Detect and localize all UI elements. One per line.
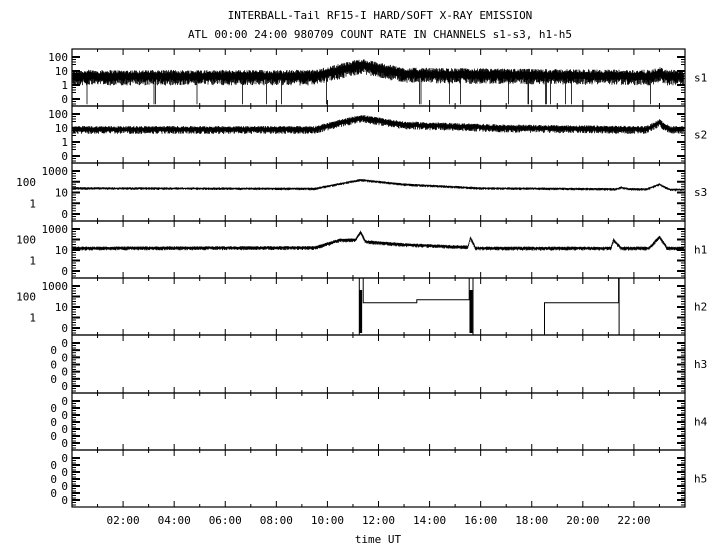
panel-frame-h4 bbox=[71, 392, 686, 451]
y-tick-label: 100 bbox=[16, 291, 36, 304]
y-tick-label: 100 bbox=[48, 51, 68, 64]
y-tick-label: 0 bbox=[61, 409, 68, 422]
y-tick-label: 0 bbox=[50, 359, 57, 372]
channel-label-s3: s3 bbox=[694, 186, 707, 199]
channel-label-h5: h5 bbox=[694, 473, 707, 486]
x-tick-label: 02:00 bbox=[107, 514, 140, 527]
y-tick-label: 1000 bbox=[42, 165, 69, 178]
y-tick-label: 0 bbox=[61, 93, 68, 106]
y-tick-label: 0 bbox=[61, 150, 68, 163]
y-tick-label: 0 bbox=[61, 337, 68, 350]
channel-label-s1: s1 bbox=[694, 72, 707, 85]
panel-frame-h3 bbox=[71, 334, 686, 394]
series-trace-h2 bbox=[72, 277, 685, 336]
panel-frame-s2 bbox=[71, 105, 686, 164]
y-tick-label: 100 bbox=[16, 234, 36, 247]
y-tick-label: 0 bbox=[61, 395, 68, 408]
chart-subtitle: ATL 00:00 24:00 980709 COUNT RATE IN CHA… bbox=[188, 28, 572, 41]
y-tick-label: 10 bbox=[55, 122, 68, 135]
y-tick-label: 1 bbox=[61, 136, 68, 149]
chart-title: INTERBALL-Tail RF15-I HARD/SOFT X-RAY EM… bbox=[228, 9, 533, 22]
y-tick-label: 0 bbox=[50, 487, 57, 500]
y-tick-label: 0 bbox=[61, 380, 68, 393]
channel-label-h1: h1 bbox=[694, 244, 707, 257]
y-tick-label: 0 bbox=[50, 402, 57, 415]
series-trace-s2 bbox=[72, 115, 684, 134]
channel-label-h4: h4 bbox=[694, 416, 708, 429]
y-tick-label: 0 bbox=[61, 494, 68, 507]
y-tick-label: 0 bbox=[61, 452, 68, 465]
y-tick-label: 0 bbox=[61, 265, 68, 278]
panel-frame-s3 bbox=[71, 162, 686, 222]
x-tick-label: 20:00 bbox=[566, 514, 599, 527]
x-axis-label: time UT bbox=[355, 533, 402, 546]
y-tick-label: 0 bbox=[61, 466, 68, 479]
channel-label-h2: h2 bbox=[694, 301, 707, 314]
y-tick-label: 0 bbox=[61, 366, 68, 379]
y-tick-label: 100 bbox=[16, 176, 36, 189]
panel-frame-h5 bbox=[71, 449, 686, 508]
x-tick-label: 22:00 bbox=[617, 514, 650, 527]
x-tick-label: 18:00 bbox=[515, 514, 548, 527]
channel-label-h3: h3 bbox=[694, 358, 707, 371]
series-trace-s1 bbox=[72, 59, 684, 105]
y-tick-label: 0 bbox=[61, 480, 68, 493]
y-tick-label: 1 bbox=[29, 197, 36, 210]
x-tick-label: 10:00 bbox=[311, 514, 344, 527]
y-tick-label: 1 bbox=[29, 255, 36, 268]
y-tick-label: 1 bbox=[61, 79, 68, 92]
x-tick-label: 14:00 bbox=[413, 514, 446, 527]
y-tick-label: 0 bbox=[50, 473, 57, 486]
y-tick-label: 0 bbox=[50, 459, 57, 472]
y-tick-label: 10 bbox=[55, 187, 68, 200]
y-tick-label: 10 bbox=[55, 301, 68, 314]
series-trace-s3 bbox=[72, 179, 684, 192]
y-tick-label: 10 bbox=[55, 65, 68, 78]
y-tick-label: 1 bbox=[29, 312, 36, 325]
y-tick-label: 0 bbox=[50, 430, 57, 443]
x-tick-label: 04:00 bbox=[158, 514, 191, 527]
panel-frame-h2 bbox=[71, 277, 686, 336]
y-tick-label: 0 bbox=[50, 416, 57, 429]
y-tick-label: 0 bbox=[61, 208, 68, 221]
series-trace-h1 bbox=[72, 230, 684, 251]
y-tick-label: 10 bbox=[55, 244, 68, 257]
y-tick-label: 1000 bbox=[42, 223, 69, 236]
y-tick-label: 0 bbox=[50, 373, 57, 386]
y-tick-label: 0 bbox=[61, 423, 68, 436]
y-tick-label: 1000 bbox=[42, 280, 69, 293]
y-tick-label: 0 bbox=[61, 437, 68, 450]
x-tick-label: 16:00 bbox=[464, 514, 497, 527]
x-tick-label: 06:00 bbox=[209, 514, 242, 527]
h2-burst-spike bbox=[359, 290, 363, 333]
y-tick-label: 100 bbox=[48, 108, 68, 121]
y-tick-label: 0 bbox=[61, 351, 68, 364]
x-tick-label: 08:00 bbox=[260, 514, 293, 527]
y-tick-label: 0 bbox=[50, 344, 57, 357]
channel-label-s2: s2 bbox=[694, 129, 707, 142]
panel-frame-h1 bbox=[71, 220, 686, 279]
x-tick-label: 12:00 bbox=[362, 514, 395, 527]
y-tick-label: 0 bbox=[61, 322, 68, 335]
h2-burst-spike bbox=[469, 290, 473, 333]
